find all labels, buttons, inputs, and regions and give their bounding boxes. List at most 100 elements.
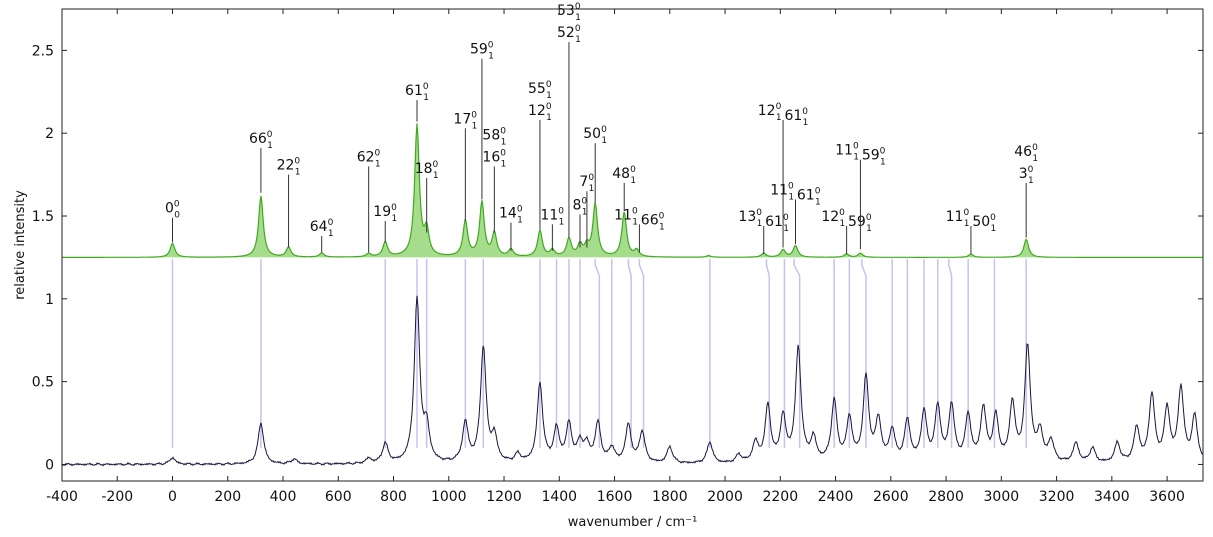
upper-index: 0 bbox=[294, 157, 300, 167]
mode-number: 13 bbox=[738, 209, 756, 225]
mode-number: 11 bbox=[770, 182, 788, 198]
upper-index: 0 bbox=[500, 126, 506, 136]
mode-number: 16 bbox=[482, 149, 500, 165]
lower-index: 1 bbox=[501, 137, 507, 147]
lower-index: 1 bbox=[776, 113, 782, 123]
lower-index: 1 bbox=[328, 229, 334, 239]
peak-label: 120 1 610 1 bbox=[758, 102, 809, 128]
connector-line bbox=[638, 259, 645, 448]
mode-number: 12 bbox=[758, 103, 776, 119]
peak-label: 120 1 590 1 bbox=[821, 208, 872, 234]
lower-index: 1 bbox=[630, 176, 636, 186]
lower-index: 1 bbox=[391, 214, 397, 224]
peak-label: 160 1 bbox=[482, 148, 506, 169]
lower-index: 1 bbox=[788, 192, 794, 202]
lower-index: 1 bbox=[546, 113, 552, 123]
upper-index: 0 bbox=[776, 102, 782, 112]
peak-label: 130 1 610 1 bbox=[738, 208, 789, 234]
connector-line bbox=[594, 259, 601, 448]
peak-label: 110 1 500 1 bbox=[946, 208, 997, 234]
mode-number: 66 bbox=[249, 131, 267, 147]
peak-label: 610 1 bbox=[405, 82, 429, 103]
x-tick-label: 3400 bbox=[1094, 489, 1130, 505]
x-tick-label: 1600 bbox=[597, 489, 633, 505]
mode-number: 8 bbox=[573, 197, 582, 213]
x-axis-label: wavenumber / cm⁻¹ bbox=[568, 515, 698, 530]
upper-index: 0 bbox=[488, 41, 494, 51]
peak-label: 80 1 bbox=[573, 196, 588, 217]
peak-label: 170 1 bbox=[453, 110, 477, 131]
mode-number: 11 bbox=[614, 207, 632, 223]
peak-label: 190 1 bbox=[373, 203, 397, 224]
upper-index: 0 bbox=[546, 80, 552, 90]
mode-number: 0 bbox=[165, 201, 174, 217]
upper-index: 0 bbox=[880, 147, 886, 157]
mode-number: 61 bbox=[765, 214, 783, 230]
experimental-line bbox=[61, 295, 1204, 467]
x-tick-label: 1000 bbox=[431, 489, 467, 505]
lower-index: 1 bbox=[990, 224, 996, 234]
upper-index: 0 bbox=[632, 206, 638, 216]
x-tick-label: 3600 bbox=[1149, 489, 1185, 505]
mode-number: 12 bbox=[821, 209, 839, 225]
mode-number: 64 bbox=[310, 219, 328, 235]
mode-number: 50 bbox=[583, 126, 601, 142]
mode-number: 58 bbox=[482, 127, 500, 143]
upper-index: 0 bbox=[517, 205, 523, 215]
lower-index: 1 bbox=[267, 141, 273, 151]
upper-index: 0 bbox=[853, 142, 859, 152]
peak-label: 180 1 bbox=[415, 160, 439, 181]
lower-index: 1 bbox=[433, 171, 439, 181]
peak-label: 110 1 610 1 bbox=[770, 181, 821, 207]
lower-index: 1 bbox=[601, 136, 607, 146]
upper-index: 0 bbox=[546, 102, 552, 112]
upper-index: 0 bbox=[174, 200, 180, 210]
simulated-line bbox=[62, 123, 1203, 258]
lower-index: 1 bbox=[517, 216, 523, 226]
upper-index: 0 bbox=[601, 125, 607, 135]
upper-index: 0 bbox=[963, 208, 969, 218]
peak-label: 550 1 bbox=[528, 80, 552, 101]
y-axis-label: relative intensity bbox=[13, 190, 28, 300]
upper-index: 0 bbox=[802, 107, 808, 117]
upper-index: 0 bbox=[433, 160, 439, 170]
upper-index: 0 bbox=[581, 196, 587, 206]
peak-label: 480 1 bbox=[612, 165, 636, 186]
mode-number: 17 bbox=[453, 111, 471, 127]
lower-index: 1 bbox=[757, 219, 763, 229]
lower-index: 1 bbox=[866, 224, 872, 234]
lower-index: 1 bbox=[783, 224, 789, 234]
peak-label: 640 1 bbox=[310, 218, 334, 239]
x-tick-label: 1400 bbox=[541, 489, 577, 505]
peak-label: 110 1 590 1 bbox=[835, 142, 886, 168]
mode-number: 53 bbox=[557, 3, 575, 19]
lower-index: 1 bbox=[1028, 176, 1034, 186]
peak-label: 660 1 bbox=[249, 130, 273, 151]
x-tick-label: 1200 bbox=[486, 489, 522, 505]
lower-index: 1 bbox=[659, 222, 665, 232]
lower-index: 1 bbox=[375, 159, 381, 169]
peak-label: 620 1 bbox=[357, 148, 381, 169]
x-tick-label: 800 bbox=[380, 489, 407, 505]
peak-label: 580 1 bbox=[482, 126, 506, 147]
lower-index: 1 bbox=[423, 93, 429, 103]
lower-index: 1 bbox=[295, 168, 301, 178]
x-tick-label: 3000 bbox=[984, 489, 1020, 505]
upper-index: 0 bbox=[990, 213, 996, 223]
lower-index: 1 bbox=[559, 217, 565, 227]
lower-index: 1 bbox=[815, 197, 821, 207]
x-tick-label: 200 bbox=[214, 489, 241, 505]
peak-label: 500 1 bbox=[583, 125, 607, 146]
x-tick-label: 2200 bbox=[762, 489, 798, 505]
upper-index: 0 bbox=[756, 208, 762, 218]
peak-label: 120 1 bbox=[528, 102, 552, 123]
experimental-spectrum bbox=[61, 295, 1204, 467]
x-tick-label: 3200 bbox=[1039, 489, 1075, 505]
upper-index: 0 bbox=[558, 206, 564, 216]
x-tick-label: 2400 bbox=[818, 489, 854, 505]
mode-number: 55 bbox=[528, 81, 546, 97]
y-tick-label: 0.5 bbox=[32, 375, 54, 391]
lower-index: 1 bbox=[575, 13, 581, 23]
y-tick-label: 1 bbox=[45, 292, 54, 308]
